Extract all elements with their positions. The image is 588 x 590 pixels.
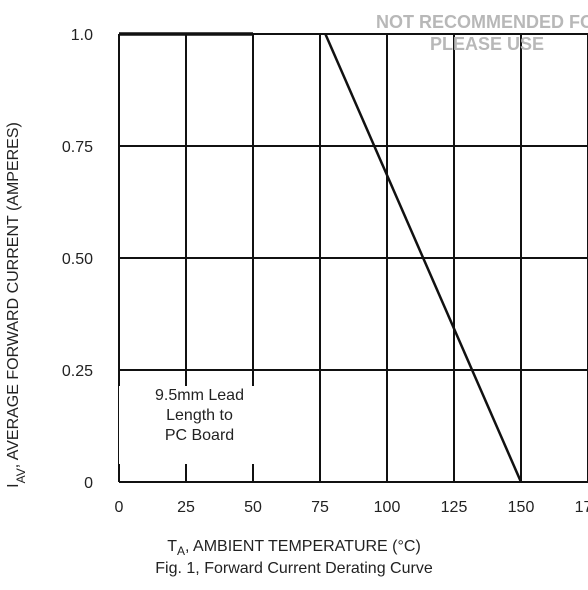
y-axis-label: IAV, AVERAGE FORWARD CURRENT (AMPERES): [5, 122, 28, 488]
x-axis-label: TA, AMBIENT TEMPERATURE (°C): [0, 538, 588, 560]
y-tick-label: 0: [84, 475, 93, 492]
x-axis-label-sub: A: [177, 544, 186, 558]
x-tick-label: 25: [177, 499, 195, 516]
x-axis-label-main: T: [167, 538, 177, 555]
annotation-line-3: PC Board: [164, 427, 235, 444]
watermark-line-2: PLEASE USE: [430, 34, 544, 54]
x-tick-label: 150: [508, 499, 535, 516]
y-tick-label: 1.0: [71, 27, 93, 44]
x-axis-label-rest: , AMBIENT TEMPERATURE (°C): [185, 538, 421, 555]
lead-length-annotation: 9.5mm Lead Length to PC Board: [119, 386, 280, 464]
series-line: [324, 33, 523, 483]
y-axis-label-sub: AV: [14, 468, 28, 483]
x-tick-label: 75: [311, 499, 329, 516]
y-tick-label: 0.75: [62, 139, 93, 156]
series-lines: [119, 32, 523, 483]
figure-caption: Fig. 1, Forward Current Derating Curve: [155, 560, 433, 577]
x-tick-label: 175: [575, 499, 588, 516]
tick-labels: 0 25 50 75 100 125 150 175 0 0.25 0.50 0.75 1.0: [62, 27, 588, 516]
watermark-line-1: NOT RECOMMENDED FOR NEW DESIGN: [376, 12, 588, 32]
y-tick-label: 0.25: [62, 363, 93, 380]
x-tick-label: 0: [115, 499, 124, 516]
y-tick-label: 0.50: [62, 251, 93, 268]
annotation-line-2: Length to: [166, 407, 233, 424]
x-tick-label: 50: [244, 499, 262, 516]
y-axis-label-rest: , AVERAGE FORWARD CURRENT (AMPERES): [5, 122, 22, 468]
x-tick-label: 125: [441, 499, 468, 516]
annotation-line-1: 9.5mm Lead: [155, 387, 244, 404]
y-axis-label-main: I: [5, 483, 22, 487]
x-tick-label: 100: [374, 499, 401, 516]
